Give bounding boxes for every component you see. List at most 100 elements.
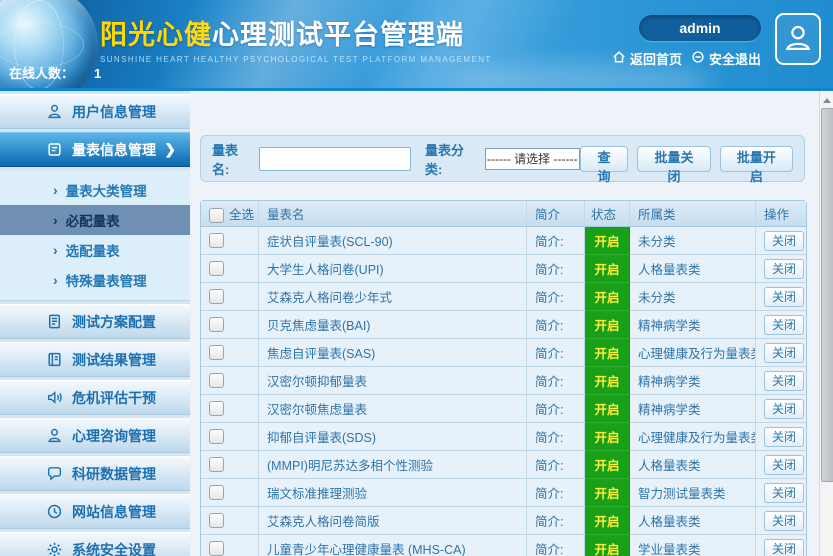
row-checkbox[interactable] xyxy=(209,457,224,473)
status-badge: 开启 xyxy=(585,395,630,423)
logout-link[interactable]: 安全退出 xyxy=(691,49,761,68)
scale-category: 未分类 xyxy=(630,283,756,311)
table-row: 贝克焦虑量表(BAI) 简介: 开启 精神病学类 关闭 xyxy=(201,311,806,339)
action-cell: 关闭 xyxy=(756,479,806,507)
logout-icon xyxy=(691,50,705,67)
row-checkbox-cell xyxy=(201,535,259,556)
sidebar-item-user-info[interactable]: 用户信息管理 xyxy=(0,94,190,129)
close-button[interactable]: 关闭 xyxy=(764,398,805,419)
scrollbar-up-arrow-icon[interactable] xyxy=(820,94,833,106)
submenu-item-special-scales[interactable]: › 特殊量表管理 xyxy=(0,265,190,295)
sidebar-item-test-results[interactable]: 测试结果管理 xyxy=(0,342,190,377)
batch-close-button[interactable]: 批量关闭 xyxy=(637,145,711,184)
close-button[interactable]: 关闭 xyxy=(764,426,805,447)
table-row: (MMPI)明尼苏达多相个性测验 简介: 开启 人格量表类 关闭 xyxy=(201,451,806,479)
close-button[interactable]: 关闭 xyxy=(764,510,805,531)
intro-label: 简介: xyxy=(527,367,585,395)
sidebar-item-research-data[interactable]: 科研数据管理 xyxy=(0,456,190,491)
scale-doc-icon xyxy=(46,141,63,158)
scale-name: 艾森克人格问卷简版 xyxy=(259,507,527,535)
row-checkbox-cell xyxy=(201,255,259,283)
row-checkbox-cell xyxy=(201,395,259,423)
scale-name: 瑞文标准推理测验 xyxy=(259,479,527,507)
submenu-item-scale-categories[interactable]: › 量表大类管理 xyxy=(0,175,190,205)
sidebar-item-website-info[interactable]: 网站信息管理 xyxy=(0,494,190,529)
status-badge: 开启 xyxy=(585,535,630,556)
row-checkbox[interactable] xyxy=(209,429,224,445)
chevron-right-icon: › xyxy=(53,212,58,228)
sidebar-item-label: 测试结果管理 xyxy=(72,351,156,368)
sidebar-item-label: 测试方案配置 xyxy=(72,313,156,330)
chevron-right-icon: › xyxy=(53,272,58,288)
row-checkbox[interactable] xyxy=(209,401,224,417)
row-checkbox[interactable] xyxy=(209,513,224,529)
submenu-item-required-scales[interactable]: › 必配量表 xyxy=(0,205,190,235)
close-button[interactable]: 关闭 xyxy=(764,342,805,363)
close-button[interactable]: 关闭 xyxy=(764,370,805,391)
intro-label: 简介: xyxy=(527,507,585,535)
submenu-open-arrow-icon: ❯ xyxy=(164,141,176,157)
sidebar-item-label: 网站信息管理 xyxy=(72,503,156,520)
close-button[interactable]: 关闭 xyxy=(764,454,805,475)
sidebar-item-scale-info[interactable]: 量表信息管理 ❯ xyxy=(0,132,190,167)
row-checkbox[interactable] xyxy=(209,541,224,556)
select-all-header: 全选 xyxy=(201,201,259,227)
scale-category-label: 量表分类: xyxy=(425,142,465,177)
sidebar-item-test-plan[interactable]: 测试方案配置 xyxy=(0,304,190,339)
scale-category: 精神病学类 xyxy=(630,311,756,339)
submenu-item-label: 选配量表 xyxy=(65,244,120,259)
online-users-label: 在线人数： xyxy=(9,66,75,81)
close-button[interactable]: 关闭 xyxy=(764,258,805,279)
row-checkbox-cell xyxy=(201,311,259,339)
scale-category-select[interactable]: ------ 请选择 ------ xyxy=(484,147,580,170)
row-checkbox[interactable] xyxy=(209,373,224,389)
select-all-label: 全选 xyxy=(229,207,255,222)
scale-name-input[interactable] xyxy=(259,146,412,171)
close-button[interactable]: 关闭 xyxy=(764,538,805,556)
home-link[interactable]: 返回首页 xyxy=(612,49,682,68)
online-users-count: 1 xyxy=(94,66,102,81)
scale-name: 艾森克人格问卷少年式 xyxy=(259,283,527,311)
sidebar-item-security-settings[interactable]: 系统安全设置 xyxy=(0,532,190,556)
avatar[interactable] xyxy=(775,13,821,65)
user-icon xyxy=(46,103,63,120)
sidebar-item-label: 心理咨询管理 xyxy=(72,427,156,444)
action-cell: 关闭 xyxy=(756,423,806,451)
scale-category: 精神病学类 xyxy=(630,367,756,395)
chat-bubble-icon xyxy=(46,465,63,482)
action-cell: 关闭 xyxy=(756,227,806,255)
sidebar-item-crisis-intervention[interactable]: 危机评估干预 xyxy=(0,380,190,415)
row-checkbox-cell xyxy=(201,227,259,255)
action-cell: 关闭 xyxy=(756,255,806,283)
globe-logo xyxy=(0,0,98,88)
scale-name: 儿童青少年心理健康量表 (MHS-CA) xyxy=(259,535,527,556)
row-checkbox[interactable] xyxy=(209,345,224,361)
query-button[interactable]: 查询 xyxy=(579,145,629,184)
close-button[interactable]: 关闭 xyxy=(764,230,805,251)
close-button[interactable]: 关闭 xyxy=(764,286,805,307)
row-checkbox[interactable] xyxy=(209,261,224,277)
action-cell: 关闭 xyxy=(756,283,806,311)
row-checkbox[interactable] xyxy=(209,233,224,249)
sidebar-item-label: 科研数据管理 xyxy=(72,465,156,482)
table-row: 焦虑自评量表(SAS) 简介: 开启 心理健康及行为量表类 关闭 xyxy=(201,339,806,367)
close-button[interactable]: 关闭 xyxy=(764,314,805,335)
sidebar-item-label: 危机评估干预 xyxy=(72,389,156,406)
vertical-scrollbar[interactable] xyxy=(819,91,833,556)
select-all-checkbox[interactable] xyxy=(209,208,224,224)
batch-open-button[interactable]: 批量开启 xyxy=(719,145,794,184)
row-checkbox[interactable] xyxy=(209,289,224,305)
intro-label: 简介: xyxy=(527,255,585,283)
main-content: 量表名: 量表分类: ------ 请选择 ------ 查询 批量关闭 批量开… xyxy=(190,91,819,556)
sidebar-item-counseling[interactable]: 心理咨询管理 xyxy=(0,418,190,453)
submenu-item-optional-scales[interactable]: › 选配量表 xyxy=(0,235,190,265)
table-row: 艾森克人格问卷少年式 简介: 开启 未分类 关闭 xyxy=(201,283,806,311)
row-checkbox[interactable] xyxy=(209,317,224,333)
status-badge: 开启 xyxy=(585,255,630,283)
table-row: 汉密尔顿焦虑量表 简介: 开启 精神病学类 关闭 xyxy=(201,395,806,423)
scrollbar-thumb[interactable] xyxy=(821,108,833,482)
search-panel: 量表名: 量表分类: ------ 请选择 ------ 查询 批量关闭 批量开… xyxy=(200,135,805,184)
row-checkbox[interactable] xyxy=(209,485,224,501)
intro-label: 简介: xyxy=(527,479,585,507)
close-button[interactable]: 关闭 xyxy=(764,482,805,503)
